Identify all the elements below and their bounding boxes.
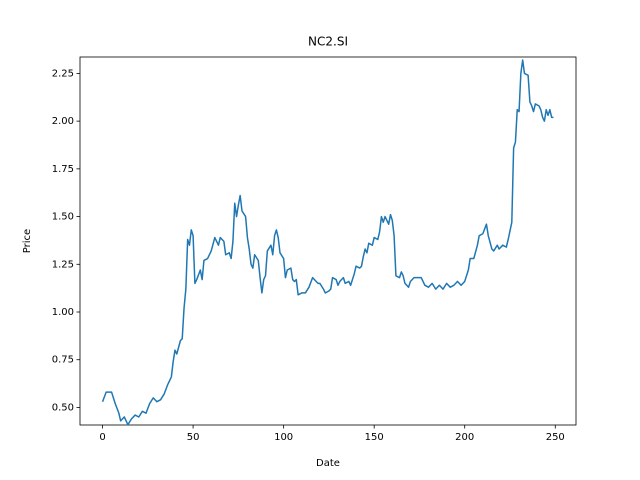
x-tick-label: 50 (187, 432, 200, 443)
x-axis-label: Date (316, 458, 340, 469)
y-tick-label: 2.00 (52, 116, 74, 127)
x-tick-label: 100 (274, 432, 293, 443)
y-tick-label: 1.00 (52, 307, 74, 318)
x-tick-label: 0 (99, 432, 105, 443)
y-axis-label: Price (22, 229, 33, 253)
y-tick-label: 1.50 (52, 212, 74, 223)
y-tick-label: 0.50 (52, 402, 74, 413)
y-tick-label: 1.25 (52, 259, 74, 270)
x-tick-label: 250 (546, 432, 565, 443)
y-tick-label: 0.75 (52, 355, 74, 366)
y-tick-label: 1.75 (52, 164, 74, 175)
chart-title: NC2.SI (308, 35, 348, 49)
y-tick-label: 2.25 (52, 68, 74, 79)
price-line (101, 59, 554, 426)
x-tick-label: 150 (365, 432, 384, 443)
axes-frame (79, 56, 577, 426)
x-tick-label: 200 (455, 432, 474, 443)
